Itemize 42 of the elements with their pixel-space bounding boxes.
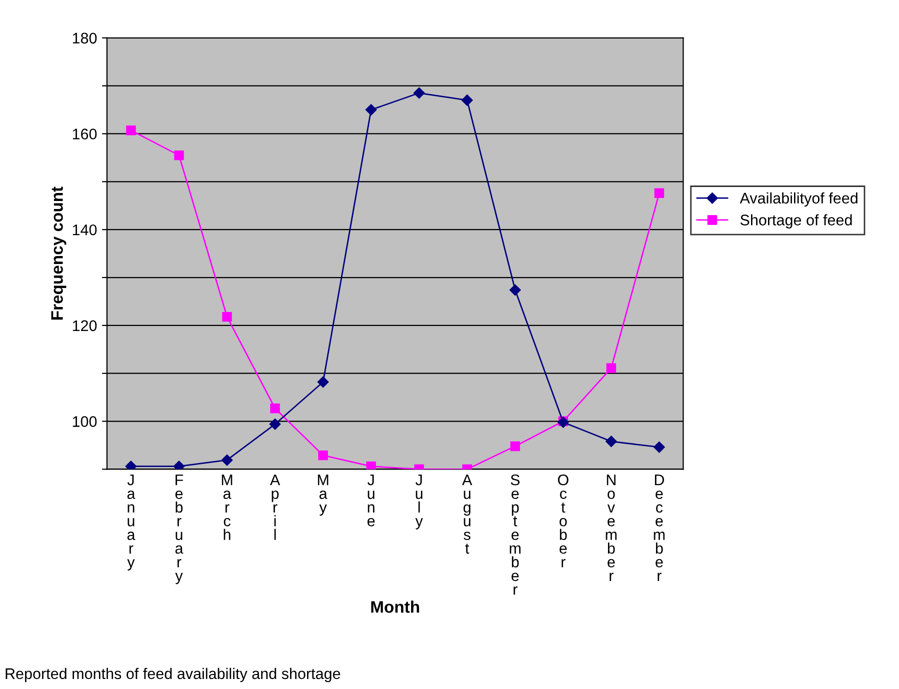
point: [654, 188, 664, 198]
point: [125, 460, 137, 470]
point: [318, 450, 328, 460]
point: [654, 442, 665, 453]
point: [365, 104, 377, 116]
point: [270, 403, 280, 414]
point: [174, 150, 184, 160]
y-axis-title: Frequency count: [51, 186, 66, 320]
point: [126, 126, 136, 136]
point: [269, 418, 281, 430]
x-tick-label: November: [606, 474, 617, 581]
x-tick-label: October: [558, 474, 568, 568]
point: [606, 363, 616, 373]
y-tick-label: 140: [72, 224, 97, 236]
x-tick-label: January: [127, 474, 136, 570]
point: [606, 436, 617, 448]
point: [510, 441, 520, 452]
y-tick-label: 100: [72, 416, 97, 427]
point: [173, 460, 185, 470]
x-axis-title: Month: [371, 600, 420, 613]
x-tick-label: May: [318, 474, 328, 516]
point: [414, 87, 425, 99]
point: [366, 461, 376, 470]
point: [317, 376, 329, 388]
legend-label: Availabilityof feed: [740, 192, 858, 207]
x-tick-label: April: [270, 474, 280, 540]
point: [510, 284, 521, 296]
x-tick-label: July: [415, 474, 423, 530]
legend-label: Shortage of feed: [740, 214, 852, 228]
x-tick-label: February: [175, 474, 184, 584]
y-tick-label: 160: [72, 128, 97, 140]
x-tick-label: March: [222, 474, 232, 540]
point: [462, 94, 473, 106]
y-tick-label: 120: [72, 320, 97, 332]
text: Reported months of feed availability and shortage: [6, 668, 340, 682]
y-tick-label: 180: [72, 32, 97, 44]
category-label: September: [510, 474, 521, 595]
x-tick-label: August: [462, 474, 472, 554]
x-tick-label: June: [368, 474, 375, 526]
point: [222, 312, 232, 322]
point: [221, 454, 233, 466]
x-tick-label: December: [654, 474, 665, 581]
